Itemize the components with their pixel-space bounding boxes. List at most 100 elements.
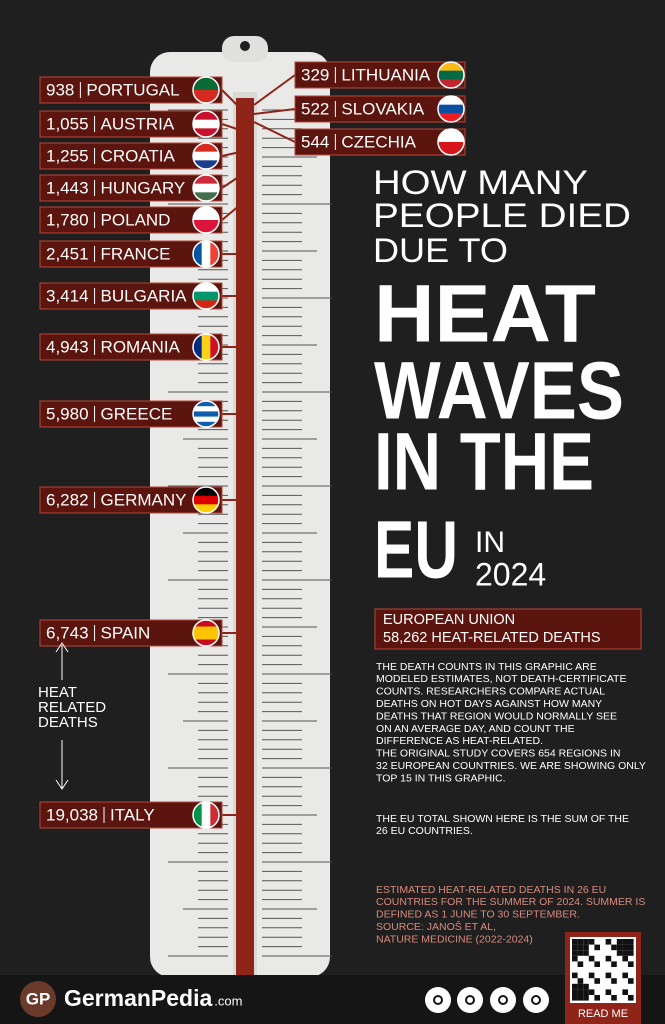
flag-ring bbox=[192, 400, 220, 428]
country-label: 544 CZECHIA bbox=[253, 121, 466, 156]
qr-cell bbox=[594, 961, 600, 967]
country-label: 522 SLOVAKIA bbox=[253, 95, 466, 123]
note-line: COUNTS. RESEARCHERS COMPARE ACTUAL bbox=[376, 686, 605, 698]
social-icon[interactable] bbox=[425, 987, 451, 1013]
social-icon[interactable] bbox=[523, 987, 549, 1013]
note-line: DIFFERENCE AS HEAT-RELATED. bbox=[376, 735, 543, 747]
qr-cell bbox=[622, 950, 628, 956]
qr-cell bbox=[628, 995, 634, 1001]
flag-stripe bbox=[438, 129, 464, 143]
flag-stripe bbox=[193, 300, 219, 309]
qr-cell bbox=[594, 978, 600, 984]
footer-bar bbox=[0, 975, 665, 1024]
side-label: RELATED bbox=[38, 699, 106, 716]
flag-ring bbox=[437, 61, 465, 89]
country-name: GREECE bbox=[101, 404, 173, 423]
note-line: MODELED ESTIMATES, NOT DEATH-CERTIFICATE bbox=[376, 673, 626, 685]
flag-stripe bbox=[210, 241, 219, 267]
flag-stripe bbox=[438, 70, 464, 80]
country-label: 5,980 GREECE bbox=[39, 400, 240, 428]
social-glyph bbox=[433, 995, 443, 1005]
country-label: 3,414 BULGARIA bbox=[39, 282, 240, 310]
country-name: BULGARIA bbox=[101, 286, 188, 305]
title-main: EU bbox=[374, 505, 458, 596]
arrowhead bbox=[55, 642, 69, 653]
country-label: 19,038 ITALY bbox=[39, 801, 240, 829]
flag-stripe bbox=[193, 192, 219, 201]
social-glyph bbox=[531, 995, 541, 1005]
death-count: 4,943 bbox=[46, 337, 89, 356]
flag-stripe bbox=[438, 79, 464, 88]
qr-cell bbox=[577, 939, 584, 945]
qr-cell bbox=[583, 944, 589, 951]
qr-cell bbox=[616, 950, 623, 956]
total-deaths: 58,262 HEAT-RELATED DEATHS bbox=[383, 630, 601, 646]
country-name: GERMANY bbox=[101, 490, 187, 509]
label-box bbox=[39, 240, 223, 268]
qr-cell bbox=[628, 978, 634, 984]
death-count: 6,282 bbox=[46, 490, 89, 509]
flag bbox=[193, 207, 219, 233]
social-icon[interactable] bbox=[457, 987, 483, 1013]
qr-cell bbox=[583, 939, 589, 945]
note-line: THE EU TOTAL SHOWN HERE IS THE SUM OF TH… bbox=[376, 813, 629, 825]
flag-stripe bbox=[193, 626, 219, 634]
qr-cell bbox=[605, 955, 612, 962]
qr-cell bbox=[628, 950, 634, 956]
qr-cell bbox=[628, 939, 634, 945]
flag-stripe bbox=[438, 142, 464, 155]
flag bbox=[438, 62, 464, 88]
country-name: POLAND bbox=[101, 210, 171, 229]
social-icon[interactable] bbox=[490, 987, 516, 1013]
side-label: HEAT bbox=[38, 684, 77, 701]
flag-stripe bbox=[193, 406, 219, 412]
flag-ring bbox=[192, 333, 220, 361]
qr-cell bbox=[611, 978, 617, 984]
qr-cell bbox=[611, 995, 617, 1001]
flag-stripe bbox=[193, 639, 219, 646]
label-box bbox=[39, 142, 223, 170]
label-box bbox=[39, 174, 223, 202]
qr-cell bbox=[605, 972, 612, 979]
hook-hole bbox=[240, 41, 250, 51]
flag-stripe bbox=[193, 90, 219, 103]
label-box bbox=[294, 95, 466, 123]
flag-stripe bbox=[193, 111, 219, 121]
qr-cell bbox=[622, 955, 628, 962]
label-box bbox=[294, 128, 466, 156]
flag-stripe bbox=[193, 401, 219, 407]
country-name: HUNGARY bbox=[101, 178, 186, 197]
note-line: ON AN AVERAGE DAY, AND COUNT THE bbox=[376, 723, 575, 735]
title-main: IN THE bbox=[374, 417, 594, 508]
flag-stripe bbox=[210, 802, 219, 828]
flag-stripe bbox=[193, 633, 219, 640]
title-main: HEAT bbox=[374, 269, 596, 360]
death-count: 5,980 bbox=[46, 404, 89, 423]
qr-cell bbox=[577, 961, 584, 967]
label-box bbox=[39, 801, 223, 829]
flag-stripe bbox=[438, 62, 464, 72]
flag-stripe bbox=[193, 183, 219, 193]
qr-cell bbox=[628, 944, 634, 951]
flag bbox=[193, 111, 219, 137]
flag-stripe bbox=[438, 96, 464, 106]
flag-stripe bbox=[201, 241, 211, 267]
flag-stripe bbox=[193, 128, 219, 137]
flag-ring bbox=[192, 206, 220, 234]
qr-cell bbox=[605, 939, 612, 945]
flag-ring bbox=[192, 76, 220, 104]
leader bbox=[253, 121, 296, 143]
qr-cell bbox=[605, 989, 612, 995]
death-count: 1,055 bbox=[46, 114, 89, 133]
leader bbox=[253, 108, 296, 115]
flag bbox=[438, 96, 464, 122]
read-me[interactable]: READ ME bbox=[578, 1008, 628, 1020]
death-count: 522 bbox=[301, 99, 329, 118]
qr-cell bbox=[616, 944, 623, 951]
country-name: CROATIA bbox=[101, 146, 176, 165]
flag bbox=[193, 487, 219, 513]
social-glyph bbox=[498, 995, 508, 1005]
qr-cell bbox=[594, 944, 600, 951]
note-line: DEATHS ON HOT DAYS AGAINST HOW MANY bbox=[376, 698, 602, 710]
death-count: 1,780 bbox=[46, 210, 89, 229]
